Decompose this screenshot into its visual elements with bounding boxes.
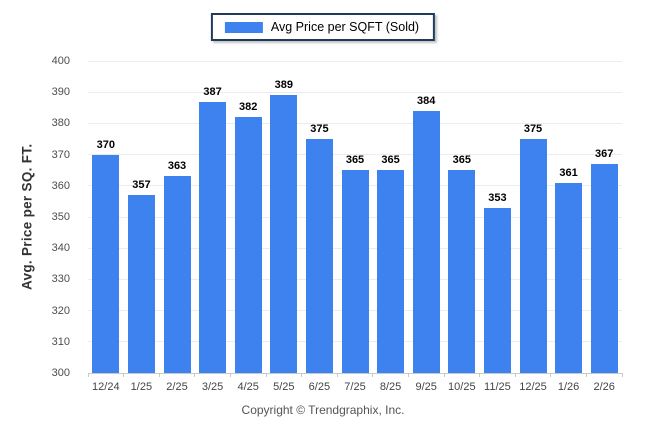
x-axis-tick bbox=[585, 373, 587, 377]
y-tick-label: 380 bbox=[51, 117, 70, 130]
y-tick-label: 350 bbox=[51, 211, 70, 223]
bar-value-label: 389 bbox=[274, 79, 293, 92]
x-tick-label: 12/24 bbox=[92, 381, 120, 393]
x-axis-tick bbox=[229, 373, 231, 377]
bar bbox=[270, 95, 298, 373]
bar-value-label: 375 bbox=[310, 123, 329, 135]
y-tick-label: 330 bbox=[51, 273, 70, 286]
plot-area: 370 12/24 357 1/25 363 2/25 387 3/25 382 4/25 389 5… bbox=[87, 60, 623, 393]
bar bbox=[590, 163, 618, 373]
bar bbox=[555, 182, 583, 373]
x-axis-tick bbox=[194, 373, 196, 377]
bar bbox=[412, 110, 440, 373]
gridline bbox=[88, 122, 622, 124]
bar-value-label: 382 bbox=[239, 101, 258, 114]
x-tick-label: 10/25 bbox=[448, 381, 476, 393]
bar-value-label: 375 bbox=[523, 123, 543, 135]
bar-value-label: 353 bbox=[488, 191, 507, 204]
y-axis-labels: 300 310 320 330 340 350 360 370 380 390 400 bbox=[0, 55, 70, 379]
bar-value-label: 365 bbox=[345, 154, 365, 167]
x-tick-label: 1/25 bbox=[130, 381, 153, 393]
x-axis-tick bbox=[514, 373, 516, 377]
x-axis-tick bbox=[621, 373, 623, 377]
x-tick-label: 8/25 bbox=[379, 381, 402, 393]
bar-value-label: 365 bbox=[452, 154, 471, 167]
x-axis-tick bbox=[443, 373, 445, 377]
x-axis-tick bbox=[407, 373, 409, 377]
bar bbox=[519, 139, 547, 373]
gridline bbox=[88, 60, 622, 62]
bar-value-label: 365 bbox=[381, 154, 400, 167]
gridline bbox=[88, 154, 622, 156]
copyright-text: Copyright © Trendgraphix, Inc. bbox=[241, 403, 405, 417]
y-tick-label: 340 bbox=[51, 242, 70, 255]
y-tick-label: 300 bbox=[51, 367, 70, 379]
x-axis-tick bbox=[550, 373, 552, 377]
y-tick-label: 320 bbox=[51, 304, 70, 317]
bar-value-label: 367 bbox=[595, 147, 614, 160]
bar bbox=[163, 176, 191, 373]
x-axis-tick bbox=[123, 373, 125, 377]
bar-value-label: 370 bbox=[96, 138, 115, 151]
y-tick-label: 370 bbox=[51, 148, 70, 161]
bar bbox=[234, 117, 262, 373]
legend-label: Avg Price per SQFT (Sold) bbox=[270, 20, 420, 34]
bar bbox=[127, 195, 155, 373]
x-axis-line bbox=[88, 372, 622, 374]
x-axis-tick bbox=[336, 373, 338, 377]
bar-value-label: 363 bbox=[167, 160, 187, 173]
y-tick-label: 360 bbox=[51, 179, 70, 192]
x-tick-label: 7/25 bbox=[344, 381, 366, 393]
x-tick-label: 9/25 bbox=[415, 381, 437, 393]
bar bbox=[377, 170, 405, 373]
bar-value-label: 357 bbox=[132, 179, 151, 192]
bar bbox=[305, 139, 333, 373]
x-tick-label: 5/25 bbox=[273, 381, 295, 393]
y-tick-label: 400 bbox=[51, 55, 70, 67]
y-tick-label: 310 bbox=[51, 335, 70, 348]
x-tick-label: 11/25 bbox=[484, 381, 511, 393]
x-axis-tick bbox=[372, 373, 374, 377]
bar-value-label: 384 bbox=[417, 94, 436, 107]
legend-swatch bbox=[224, 21, 263, 33]
bar bbox=[448, 170, 476, 373]
x-tick-label: 1/26 bbox=[557, 381, 580, 393]
x-tick-label: 3/25 bbox=[201, 381, 224, 393]
bar bbox=[92, 154, 120, 373]
x-tick-label: 6/25 bbox=[308, 381, 331, 393]
y-tick-label: 390 bbox=[51, 86, 70, 99]
x-axis-tick bbox=[301, 373, 303, 377]
x-tick-label: 2/25 bbox=[166, 381, 188, 393]
bar bbox=[483, 207, 511, 373]
bar-value-label: 387 bbox=[203, 85, 222, 98]
bar bbox=[199, 101, 227, 373]
x-axis-tick bbox=[479, 373, 481, 377]
legend: Avg Price per SQFT (Sold) bbox=[210, 13, 436, 41]
x-axis-tick bbox=[87, 373, 89, 377]
x-axis-tick bbox=[265, 373, 267, 377]
bar bbox=[341, 170, 369, 373]
x-tick-label: 12/25 bbox=[519, 381, 547, 393]
x-axis-tick bbox=[158, 373, 160, 377]
x-tick-label: 4/25 bbox=[237, 381, 259, 393]
bar-value-label: 361 bbox=[559, 166, 578, 179]
x-tick-label: 2/26 bbox=[593, 381, 615, 393]
gridline bbox=[88, 91, 622, 93]
